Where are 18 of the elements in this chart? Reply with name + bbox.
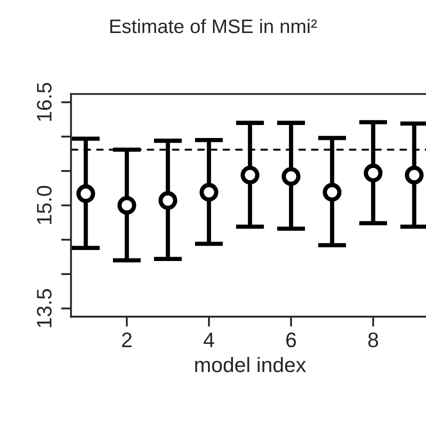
point <box>117 196 136 215</box>
y-tick-label: 16.5 <box>36 82 52 121</box>
y-tick-label: 15.0 <box>36 186 52 224</box>
point <box>404 166 424 184</box>
point <box>364 164 383 182</box>
x-tick-label: 2 <box>122 332 132 348</box>
x-tick-label: 6 <box>286 332 296 348</box>
x-tick-label: 4 <box>204 332 214 348</box>
point <box>76 184 96 204</box>
point <box>200 182 218 202</box>
point <box>158 191 178 210</box>
point <box>322 182 342 202</box>
x-axis-title: model index <box>195 356 306 372</box>
y-tick-label: 13.5 <box>36 289 52 328</box>
x-tick-label: 8 <box>368 332 378 348</box>
point <box>240 166 260 184</box>
point <box>282 167 300 186</box>
chart-title: Estimate of MSE in nmi² <box>110 18 317 34</box>
